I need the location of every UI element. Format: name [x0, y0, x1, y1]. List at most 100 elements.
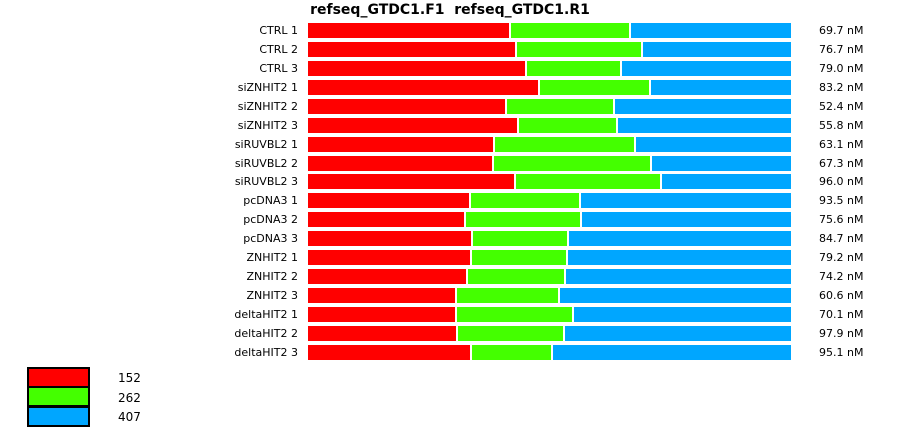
bar-segment-red	[308, 231, 471, 247]
bar-segment-green	[517, 41, 642, 57]
chart-row: siRUVBL2 2 67.3 nM	[0, 154, 863, 173]
row-label: ZNHIT2 3	[246, 289, 299, 303]
row-value: 69.7 nM	[819, 23, 864, 37]
chart-row: deltaHIT2 2 97.9 nM	[0, 324, 863, 343]
row-value: 79.2 nM	[819, 251, 864, 265]
bar-segment-red	[308, 60, 525, 76]
bar-segment-green	[457, 325, 563, 341]
bar-segment-green	[526, 60, 621, 76]
stacked-bar	[308, 174, 791, 190]
chart-row: siZNHIT2 2 52.4 nM	[0, 97, 863, 116]
bar-segment-green	[516, 174, 661, 190]
legend: 152 262 407	[27, 367, 141, 427]
stacked-bar	[308, 117, 791, 133]
bar-segment-blue	[567, 250, 791, 266]
chart-row: ZNHIT2 1 79.2 nM	[0, 248, 863, 267]
stacked-bar	[308, 288, 791, 304]
row-value: 93.5 nM	[819, 194, 864, 208]
bar-segment-green	[510, 22, 629, 38]
row-value: 55.8 nM	[819, 118, 864, 132]
chart-row: CTRL 1 69.7 nM	[0, 21, 863, 40]
legend-item: 152	[27, 367, 141, 389]
row-label: pcDNA3 1	[243, 194, 298, 208]
stacked-bar	[308, 344, 791, 360]
bar-segment-green	[471, 250, 566, 266]
row-value: 79.0 nM	[819, 61, 864, 75]
bar-segment-green	[471, 344, 551, 360]
stacked-bar	[308, 269, 791, 285]
bar-segment-red	[308, 79, 538, 95]
bar-segment-red	[308, 41, 516, 57]
bar-segment-green	[470, 193, 580, 209]
bar-segment-blue	[566, 269, 791, 285]
bar-segment-green	[466, 212, 580, 228]
stacked-bar	[308, 307, 791, 323]
stacked-bar	[308, 41, 791, 57]
bar-segment-red	[308, 174, 515, 190]
bar-segment-red	[308, 269, 466, 285]
row-label: siRUVBL2 2	[234, 156, 298, 170]
legend-swatch-green-icon	[27, 386, 90, 408]
bar-segment-red	[308, 136, 493, 152]
chart-row: pcDNA3 1 93.5 nM	[0, 191, 863, 210]
bar-segment-blue	[636, 136, 791, 152]
row-value: 70.1 nM	[819, 308, 864, 322]
bar-segment-green	[507, 98, 613, 114]
row-value: 97.9 nM	[819, 326, 864, 340]
row-value: 96.0 nM	[819, 175, 864, 189]
bar-segment-red	[308, 288, 455, 304]
bar-segment-blue	[622, 60, 791, 76]
chart-row: siRUVBL2 3 96.0 nM	[0, 173, 863, 192]
row-value: 74.2 nM	[819, 270, 864, 284]
bar-segment-blue	[651, 79, 791, 95]
bar-segment-red	[308, 250, 470, 266]
bar-segment-blue	[568, 231, 791, 247]
bar-segment-green	[456, 288, 558, 304]
bar-segment-blue	[559, 288, 791, 304]
stacked-bar	[308, 98, 791, 114]
chart-row: ZNHIT2 2 74.2 nM	[0, 267, 863, 286]
bar-segment-blue	[614, 98, 791, 114]
row-label: CTRL 3	[259, 61, 298, 75]
bar-segment-blue	[581, 193, 791, 209]
bar-segment-red	[308, 344, 470, 360]
bar-segment-red	[308, 117, 518, 133]
row-label: ZNHIT2 1	[246, 251, 299, 265]
row-label: CTRL 2	[259, 42, 298, 56]
row-label: pcDNA3 3	[243, 232, 298, 246]
chart-row: pcDNA3 2 75.6 nM	[0, 210, 863, 229]
row-label: siZNHIT2 1	[237, 80, 298, 94]
bar-segment-red	[308, 307, 455, 323]
legend-swatch-blue-icon	[27, 405, 90, 427]
bar-segment-blue	[564, 325, 791, 341]
row-label: siRUVBL2 3	[234, 175, 298, 189]
row-label: ZNHIT2 2	[246, 270, 299, 284]
stacked-bar	[308, 325, 791, 341]
stacked-bar	[308, 22, 791, 38]
row-value: 67.3 nM	[819, 156, 864, 170]
row-label: siZNHIT2 2	[237, 99, 298, 113]
chart-row: siZNHIT2 3 55.8 nM	[0, 116, 863, 135]
bar-segment-blue	[618, 117, 791, 133]
row-label: deltaHIT2 2	[234, 326, 298, 340]
row-value: 76.7 nM	[819, 42, 864, 56]
chart-row: CTRL 3 79.0 nM	[0, 59, 863, 78]
stacked-bar	[308, 250, 791, 266]
stacked-bar	[308, 60, 791, 76]
bar-segment-green	[456, 307, 572, 323]
stacked-bar	[308, 193, 791, 209]
chart-row: pcDNA3 3 84.7 nM	[0, 229, 863, 248]
row-label: pcDNA3 2	[243, 213, 298, 227]
chart-row: siRUVBL2 1 63.1 nM	[0, 135, 863, 154]
row-value: 60.6 nM	[819, 289, 864, 303]
row-label: deltaHIT2 3	[234, 345, 298, 359]
stacked-bar	[308, 79, 791, 95]
bar-segment-blue	[662, 174, 791, 190]
chart-row: deltaHIT2 3 95.1 nM	[0, 343, 863, 362]
bar-segment-blue	[630, 22, 791, 38]
legend-label: 152	[118, 370, 141, 385]
chart-row: siZNHIT2 1 83.2 nM	[0, 78, 863, 97]
legend-item: 262	[27, 386, 141, 408]
bar-segment-red	[308, 325, 456, 341]
bar-segment-green	[472, 231, 567, 247]
